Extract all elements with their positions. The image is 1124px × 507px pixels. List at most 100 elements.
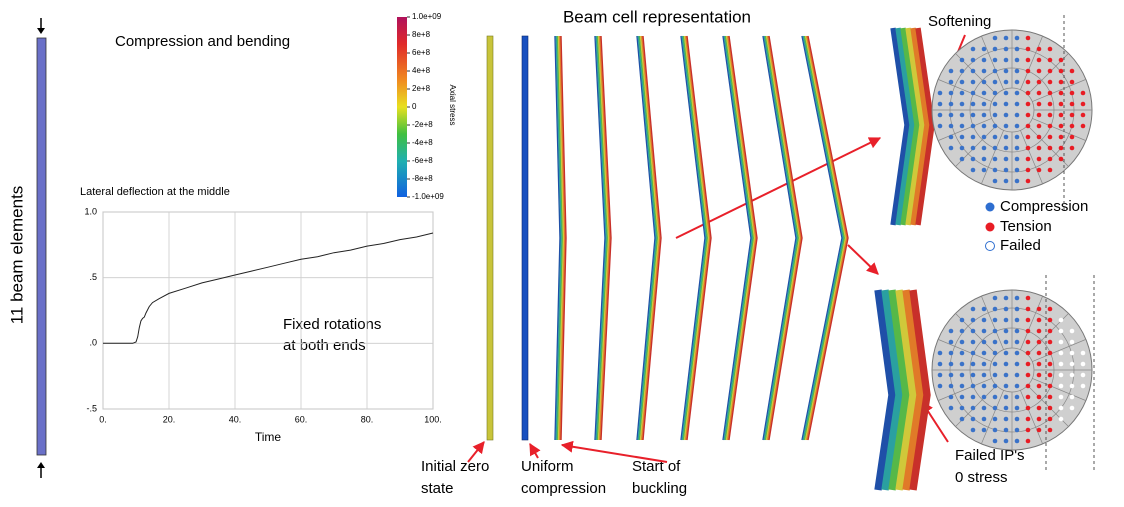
buckled-beam <box>686 35 712 441</box>
buckled-beam <box>765 35 801 441</box>
integration-point <box>992 167 998 173</box>
integration-point <box>948 123 954 129</box>
integration-point <box>1069 145 1075 151</box>
integration-point <box>1014 328 1020 334</box>
integration-point <box>970 79 976 85</box>
integration-point <box>1025 123 1031 129</box>
integration-point <box>1047 156 1053 162</box>
buckled-beam <box>762 35 797 441</box>
integration-point <box>981 112 987 118</box>
section-ray <box>1020 390 1043 445</box>
buckled-beam <box>600 35 612 441</box>
integration-point <box>1025 134 1031 140</box>
integration-point <box>1036 68 1042 74</box>
buckled-beam <box>807 35 849 441</box>
legend-dot <box>985 202 995 212</box>
buckled-beam <box>803 35 846 441</box>
integration-point <box>1080 350 1086 356</box>
integration-point <box>937 90 943 96</box>
integration-point <box>1047 361 1053 367</box>
integration-point <box>959 156 965 162</box>
colorbar-tick-label: -6e+8 <box>412 156 433 165</box>
section-ray <box>1032 339 1087 362</box>
legend-dot <box>985 241 995 251</box>
section-ray <box>937 378 992 401</box>
integration-point <box>959 68 965 74</box>
plot-frame <box>102 211 434 410</box>
integration-point <box>959 350 965 356</box>
integration-point <box>970 123 976 129</box>
integration-point <box>1036 350 1042 356</box>
integration-point <box>1069 328 1075 334</box>
x-tick-label: 80. <box>361 414 374 424</box>
zoom-beam <box>888 289 910 491</box>
integration-point <box>1025 90 1031 96</box>
stage-label: Uniform <box>521 458 574 475</box>
integration-point <box>937 123 943 129</box>
integration-point <box>1003 123 1009 129</box>
arrow <box>560 440 668 463</box>
integration-point <box>1069 372 1075 378</box>
integration-point <box>948 394 954 400</box>
cell-title: Beam cell representation <box>563 7 751 26</box>
integration-point <box>948 101 954 107</box>
integration-point <box>959 57 965 63</box>
section-ray <box>1032 118 1087 141</box>
integration-point <box>1058 101 1064 107</box>
zoom-beam <box>895 27 915 226</box>
integration-point <box>1036 156 1042 162</box>
integration-point <box>948 372 954 378</box>
integration-point <box>981 46 987 52</box>
integration-point <box>937 101 943 107</box>
integration-point <box>1014 383 1020 389</box>
integration-point <box>1047 57 1053 63</box>
buckled-beam <box>638 35 659 441</box>
y-tick-label: -.5 <box>86 403 97 413</box>
beam <box>521 35 529 441</box>
integration-point <box>948 145 954 151</box>
integration-point <box>1080 383 1086 389</box>
integration-point <box>1036 361 1042 367</box>
integration-point <box>1003 145 1009 151</box>
arrow <box>529 442 541 459</box>
integration-point <box>992 112 998 118</box>
colorbar-tick-label: 0 <box>412 102 417 111</box>
buckled-beam <box>595 35 607 441</box>
integration-point <box>1025 35 1031 41</box>
integration-point <box>1025 68 1031 74</box>
integration-point <box>970 167 976 173</box>
integration-point <box>992 79 998 85</box>
integration-point <box>1014 134 1020 140</box>
zoom-beam <box>881 289 903 491</box>
section-ray <box>937 118 992 141</box>
integration-point <box>1036 112 1042 118</box>
integration-point <box>959 394 965 400</box>
buckled-beam <box>556 35 564 441</box>
integration-point <box>970 134 976 140</box>
section-ray <box>1020 295 1043 350</box>
integration-point <box>1036 394 1042 400</box>
integration-point <box>1047 79 1053 85</box>
integration-point <box>1003 372 1009 378</box>
softening-label: Softening <box>928 13 991 30</box>
integration-point <box>992 178 998 184</box>
integration-point <box>1025 178 1031 184</box>
integration-point <box>1014 90 1020 96</box>
section-ray <box>981 130 1004 185</box>
integration-point <box>948 112 954 118</box>
integration-point <box>970 46 976 52</box>
integration-point <box>981 79 987 85</box>
integration-point <box>1058 112 1064 118</box>
integration-point <box>981 394 987 400</box>
integration-point <box>970 372 976 378</box>
colorbar <box>397 17 407 197</box>
integration-point <box>1014 416 1020 422</box>
integration-point <box>948 383 954 389</box>
buckled-beam <box>599 35 611 441</box>
x-axis-label: Time <box>255 430 282 444</box>
integration-point <box>1069 123 1075 129</box>
buckled-beam <box>727 35 757 441</box>
arrow <box>847 244 879 275</box>
colorbar-tick-label: 2e+8 <box>412 84 431 93</box>
integration-point <box>1069 394 1075 400</box>
